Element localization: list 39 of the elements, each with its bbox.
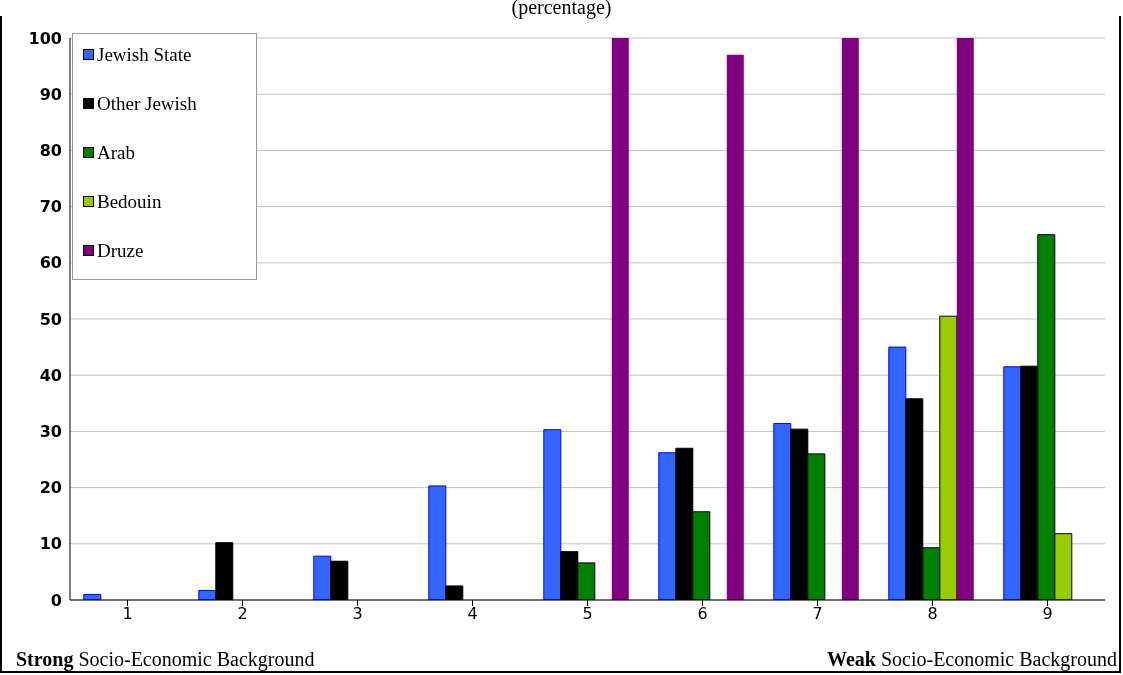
x-tick-label: 6: [697, 604, 708, 624]
y-tick-label: 70: [39, 197, 62, 217]
y-tick-label: 80: [39, 141, 62, 161]
bar: [888, 346, 907, 600]
bar: [611, 38, 629, 600]
text: Strong Socio-Economic Background: [16, 648, 315, 671]
bar: [1003, 366, 1022, 600]
x-tick-label: 1: [122, 604, 133, 624]
bar: [313, 555, 332, 600]
bar: [726, 54, 744, 600]
y-tick-label: 30: [39, 422, 62, 442]
legend-label: Other Jewish: [96, 91, 198, 116]
x-tick-label: 9: [1042, 604, 1053, 624]
legend-label: Jewish State: [96, 42, 193, 67]
bar: [543, 429, 562, 600]
y-tick-label: 90: [39, 84, 62, 104]
y-tick-label: 100: [28, 28, 62, 48]
x-tick-label: 4: [467, 604, 478, 624]
y-tick-label: 50: [39, 309, 62, 329]
x-tick-label: 7: [812, 604, 823, 624]
legend-label: Bedouin: [96, 189, 163, 214]
y-tick-label: 0: [50, 590, 62, 610]
y-tick-label: 20: [39, 478, 62, 498]
x-tick-label: 8: [927, 604, 938, 624]
bar: [956, 38, 974, 600]
bar: [841, 38, 859, 600]
bar: [658, 452, 677, 600]
text: Weak Socio-Economic Background: [827, 648, 1117, 671]
bar: [428, 485, 447, 600]
y-tick-label: 60: [39, 253, 62, 273]
y-tick-label: 10: [39, 534, 62, 554]
x-tick-label: 5: [582, 604, 593, 624]
bar: [773, 423, 792, 600]
legend-label: Arab: [96, 140, 136, 165]
x-tick-label: 2: [237, 604, 248, 624]
x-tick-label: 3: [352, 604, 363, 624]
legend-label: Druze: [96, 238, 145, 263]
chart-title: (percentage): [505, 0, 618, 18]
y-tick-label: 40: [39, 365, 62, 385]
